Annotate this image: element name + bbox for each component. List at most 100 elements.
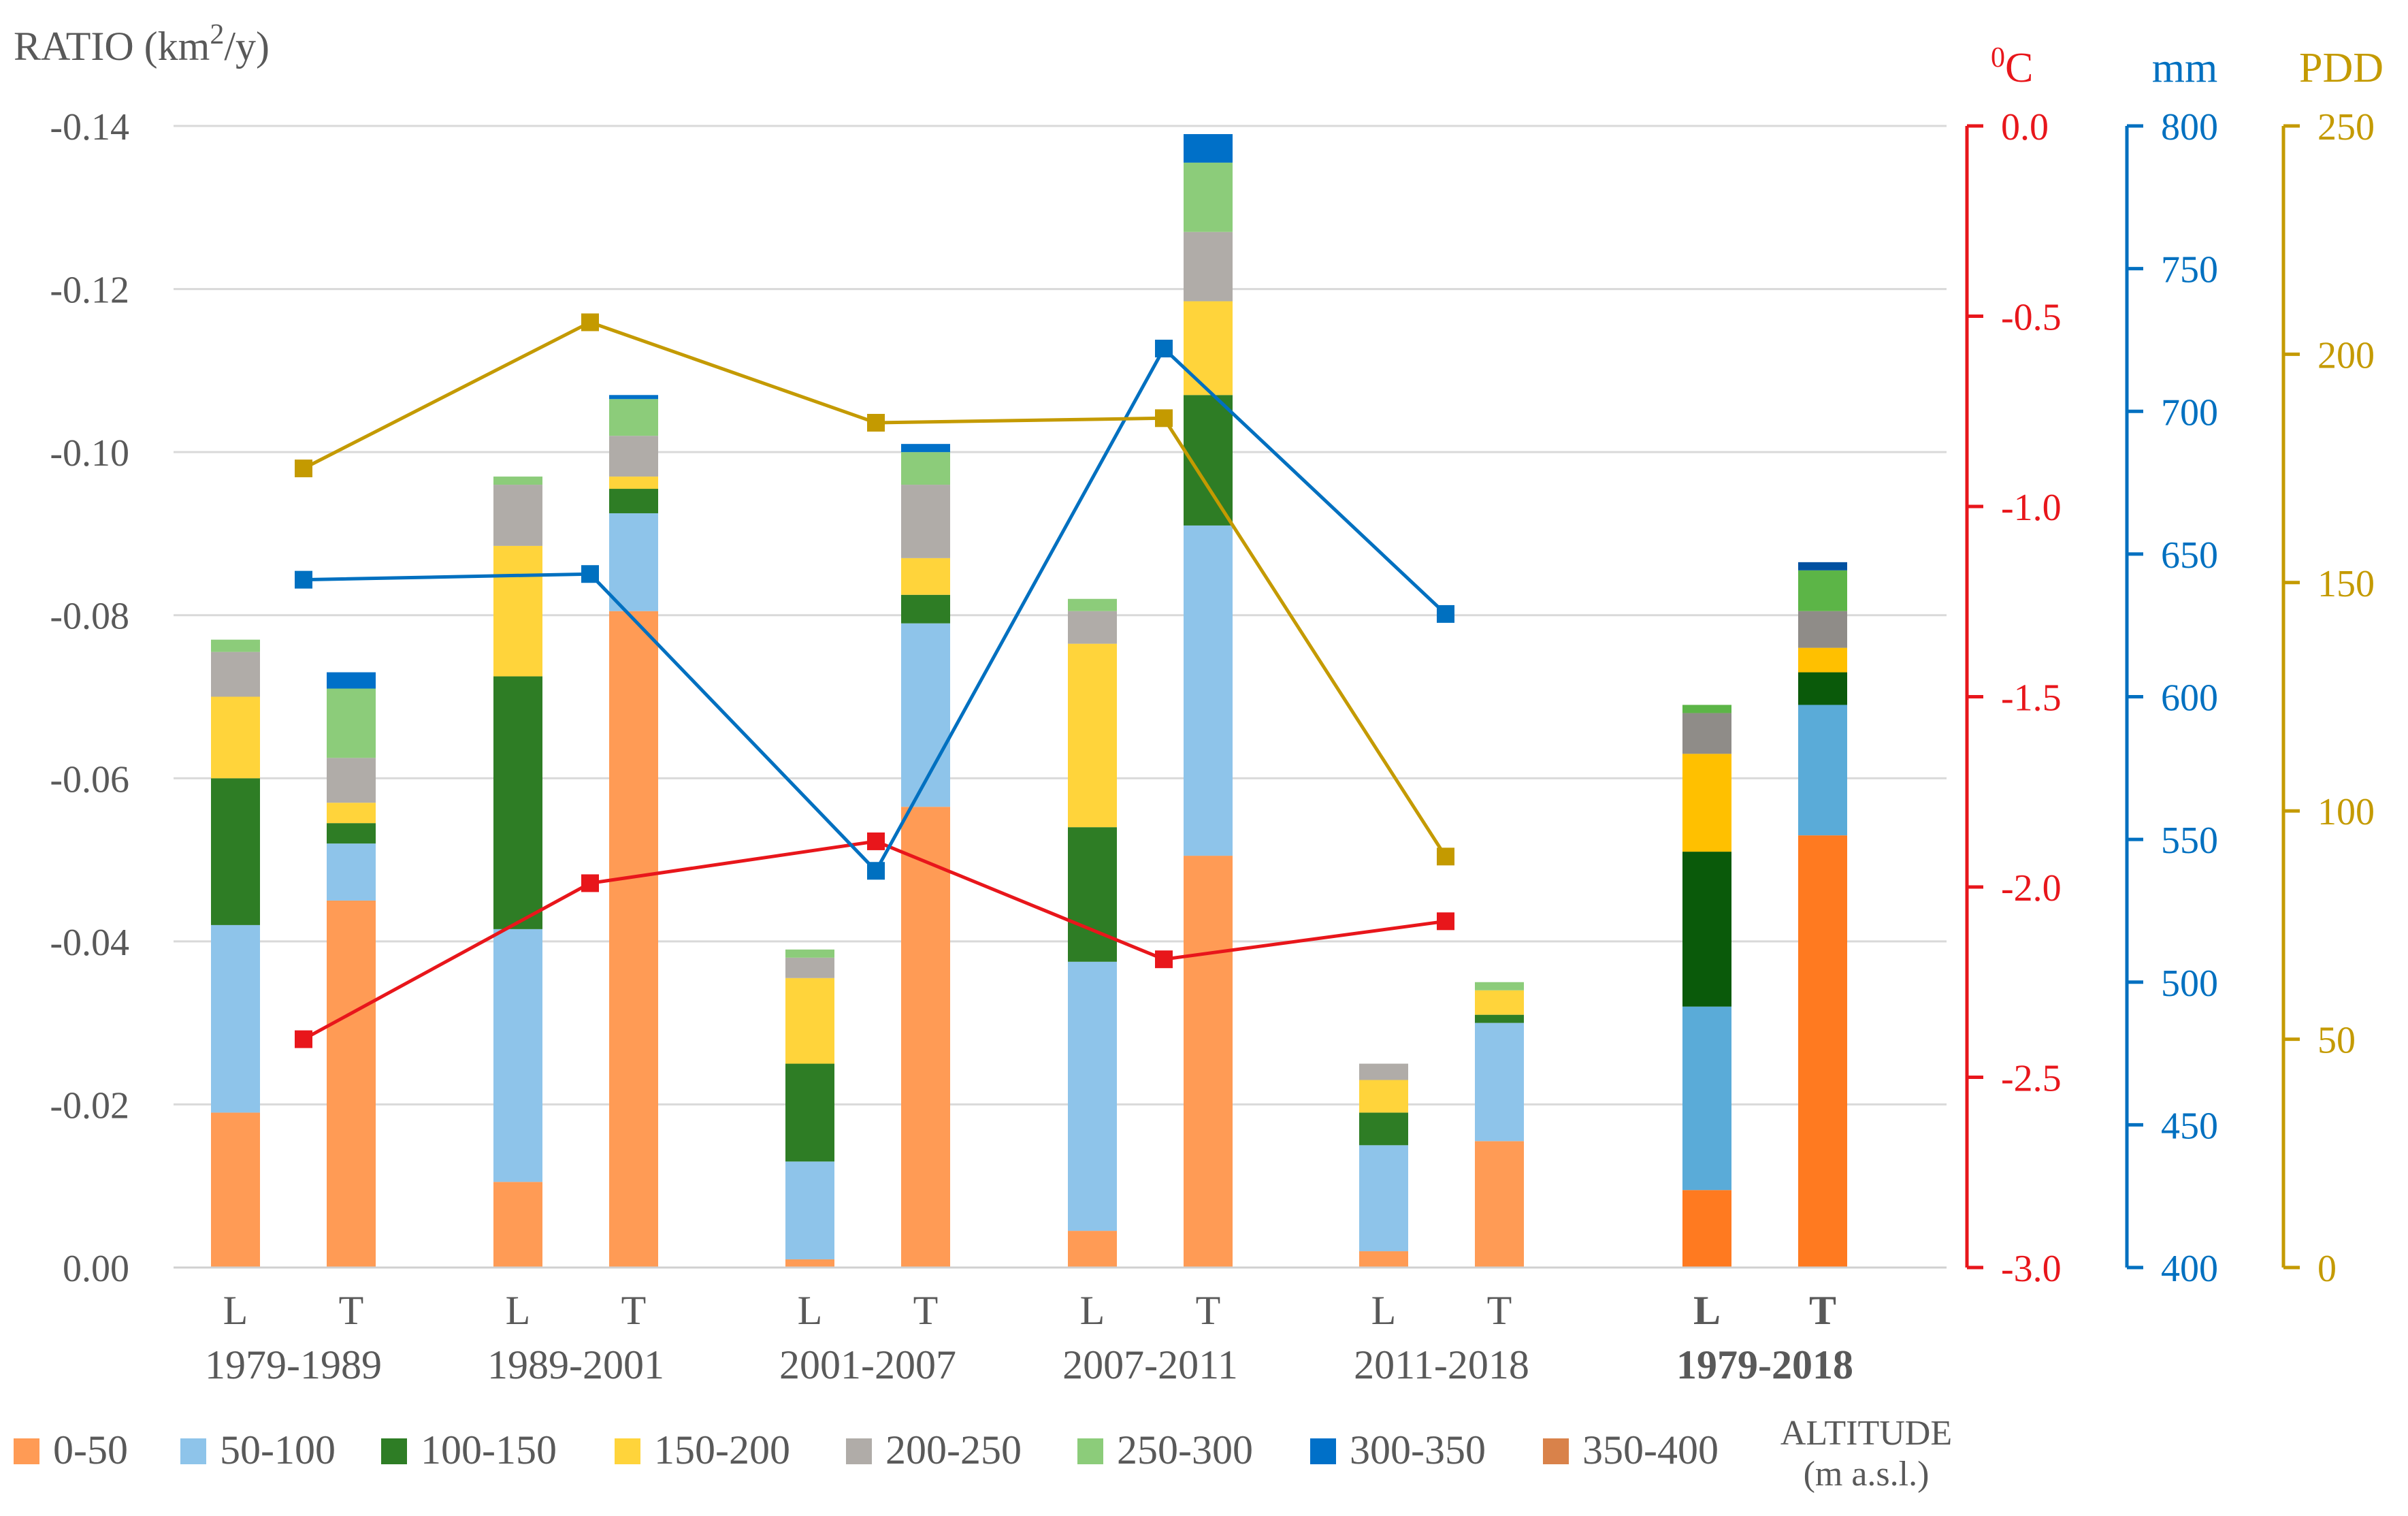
bar-segment-200-250 [1184,231,1233,302]
temp-tick-label: -1.5 [2001,677,2062,720]
precip-tick-label: 450 [2161,1105,2218,1147]
precipitation-marker [867,862,885,880]
group-label: 2001-2007 [779,1342,956,1387]
legend-note-units: (m a.s.l.) [1804,1455,1930,1494]
bar-segment-250-300 [1475,982,1524,990]
bar-segment-0-50 [1798,835,1847,1268]
legend-swatch-100-150 [381,1438,407,1464]
precip-axis-title: mm [2152,45,2217,91]
bar-segment-150-200 [1184,301,1233,396]
bar-segment-200-250 [609,436,658,477]
stacked-bars [211,133,1847,1268]
precip-tick-label: 550 [2161,820,2218,862]
bar-segment-100-150 [211,778,260,925]
precip-tick-label: 500 [2161,963,2218,1005]
bar-label-L: L [798,1288,823,1333]
bar-segment-100-150 [1682,852,1731,1007]
x-axis-labels: L T 1979-1989 L T 1989-2001 L T 2001-2007 L T 2007-… [205,1288,1853,1387]
temp-tick-label: -2.0 [2001,867,2062,909]
bar-segment-250-300 [211,639,260,652]
bar-segment-150-200 [1359,1080,1408,1113]
precipitation-marker [1437,604,1454,623]
y-tick-label: -0.06 [50,758,129,801]
pdd-tick-label: 0 [2317,1248,2337,1290]
y-axis-title-superscript: 2 [210,19,224,50]
temp-tick-label: -3.0 [2001,1248,2062,1290]
legend: ALTITUDE (m a.s.l.) 0-50 50-100 100-150 150… [14,1414,1952,1494]
bar-segment-100-150 [785,1063,834,1162]
bar-segment-200-250 [1359,1063,1408,1080]
legend-label-350-400: 350-400 [1582,1428,1719,1472]
bar-segment-50-100 [1068,961,1117,1231]
bar-segment-0-50 [327,900,376,1268]
bar-segment-150-200 [785,978,834,1064]
precip-tick-label: 600 [2161,677,2218,720]
bar-segment-100-150 [1475,1014,1524,1023]
bar-segment-150-200 [1798,647,1847,673]
pdd-tick-label: 100 [2317,791,2375,833]
bar-segment-200-250 [1798,611,1847,648]
climate-lines [295,313,1454,1048]
temp-axis-title-sup: 0 [1991,42,2005,74]
bar-label-L: L [506,1288,531,1333]
bar-segment-0-50 [1475,1141,1524,1268]
bar-segment-50-100 [609,513,658,611]
bar-segment-150-200 [901,558,950,595]
legend-label-100-150: 100-150 [421,1428,557,1472]
bar-segment-50-100 [1682,1006,1731,1191]
precipitation-marker [295,570,312,589]
bar-segment-100-150 [901,594,950,624]
temp-tick-label: 0.0 [2001,106,2049,148]
bar-segment-0-50 [1068,1231,1117,1268]
bar-segment-150-200 [1475,990,1524,1015]
y-tick-label: -0.12 [50,270,129,312]
bar-segment-250-300 [901,452,950,485]
bar-segment-100-150 [1798,672,1847,705]
bar-segment-50-100 [1184,525,1233,856]
y-tick-label: -0.08 [50,596,129,638]
bar-segment-100-150 [1068,827,1117,962]
temperature-marker [581,874,599,892]
bar-segment-0-50 [901,807,950,1268]
temperature-marker [295,1030,312,1048]
group-label: 2007-2011 [1062,1342,1238,1387]
temp-axis-title-text: C [2005,45,2033,91]
legend-swatch-350-400 [1543,1438,1569,1464]
precipitation-marker [581,565,599,583]
bar-segment-50-100 [901,623,950,807]
bar-label-L: L [1371,1288,1397,1333]
pdd-marker [1437,848,1454,866]
y-tick-label: -0.10 [50,432,129,474]
bar-segment-250-300 [609,399,658,436]
bar-segment-200-250 [327,758,376,803]
precip-tick-label: 700 [2161,391,2218,434]
legend-label-200-250: 200-250 [885,1428,1022,1472]
bar-segment-300-350 [1184,133,1233,163]
bar-segment-250-300 [493,477,542,485]
bar-segment-150-200 [327,803,376,824]
temperature-marker [1437,912,1454,931]
bar-label-T: T [1196,1288,1221,1333]
legend-label-0-50: 0-50 [53,1428,128,1472]
temp-tick-label: -0.5 [2001,297,2062,339]
bar-segment-250-300 [1184,162,1233,232]
bar-segment-50-100 [1475,1022,1524,1142]
pdd-marker [295,459,312,478]
precip-tick-label: 650 [2161,534,2218,577]
group-label: 2011-2018 [1354,1342,1529,1387]
legend-swatch-200-250 [846,1438,872,1464]
temperature-marker [1155,950,1173,969]
bar-segment-150-200 [211,696,260,779]
precip-tick-label: 750 [2161,249,2218,291]
legend-label-150-200: 150-200 [654,1428,790,1472]
bar-segment-200-250 [1068,611,1117,644]
pdd-axis-title: PDD [2299,45,2383,91]
bar-segment-50-100 [493,929,542,1182]
bar-segment-50-100 [327,843,376,901]
bar-segment-150-200 [1068,643,1117,828]
axes: RATIO (km2/y) 0.00-0.02-0.04-0.06-0.08-0… [14,19,2383,1290]
precipitation-marker [1155,340,1173,358]
bar-segment-50-100 [1798,705,1847,836]
bar-label-L: L [1080,1288,1105,1333]
